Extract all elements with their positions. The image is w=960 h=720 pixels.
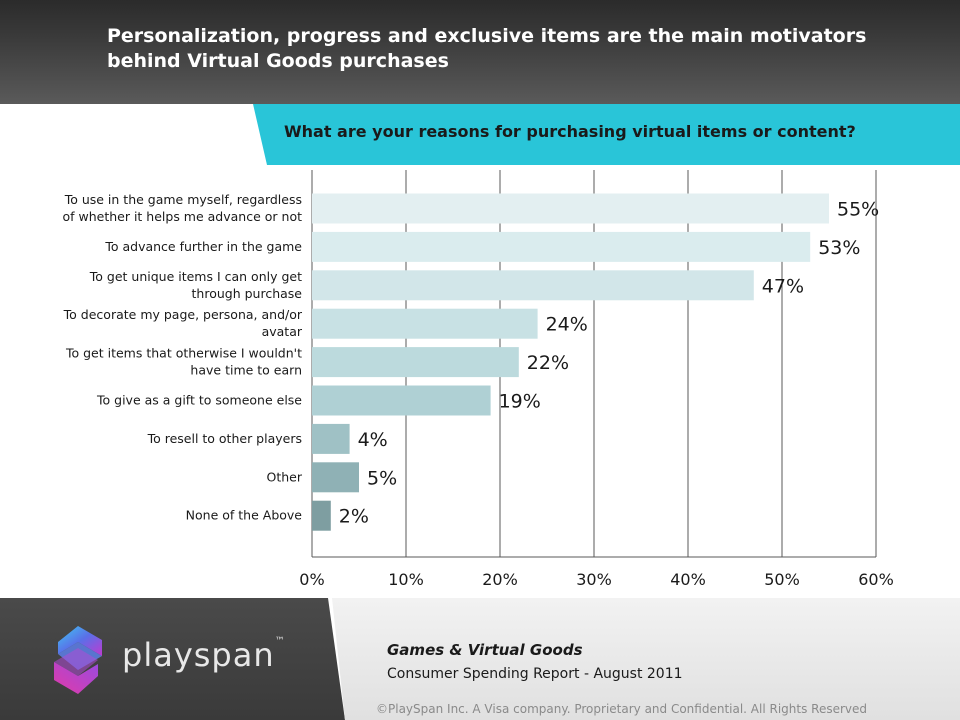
data-label: 53% [818,237,860,259]
category-label: Other [267,469,303,484]
bar [312,385,491,416]
category-label: avatar [262,324,303,339]
bar-chart: 55% To use in the game myself, regardless… [62,170,894,589]
data-label: 4% [358,429,388,451]
playspan-logo-icon [54,626,102,694]
data-label: 19% [499,391,541,413]
category-label: To give as a gift to someone else [96,393,302,408]
bar [312,347,519,378]
x-tick-label: 0% [299,570,324,589]
report-title: Games & Virtual Goods [387,641,583,659]
category-label: To advance further in the game [104,239,302,254]
category-label: To get unique items I can only get [89,269,302,284]
category-label: of whether it helps me advance or not [62,209,302,224]
question-band [253,104,960,165]
data-label: 55% [837,199,879,221]
bar [312,423,350,454]
x-tick-label: 60% [858,570,894,589]
data-label: 47% [762,275,804,297]
x-tick-label: 40% [670,570,706,589]
bar [312,308,538,339]
report-subtitle: Consumer Spending Report - August 2011 [387,666,683,682]
logo-text: playspan [122,636,275,674]
x-tick-label: 30% [576,570,612,589]
data-label: 22% [527,352,569,374]
bar [312,462,359,493]
category-label: through purchase [192,286,303,301]
category-label: To decorate my page, persona, and/or [63,307,303,322]
footer-dark-band [0,598,345,720]
bar [312,231,811,262]
bar [312,500,331,531]
bar [312,270,754,301]
category-label: To resell to other players [147,431,302,446]
x-tick-label: 10% [388,570,424,589]
bar [312,193,829,224]
data-label: 24% [546,314,588,336]
category-label: have time to earn [190,363,302,378]
x-tick-label: 20% [482,570,518,589]
logo-trademark: ™ [274,636,286,647]
data-label: 2% [339,506,369,528]
x-tick-label: 50% [764,570,800,589]
category-label: None of the Above [186,508,303,523]
slide-title: Personalization, progress and exclusive … [107,25,867,72]
category-label: To use in the game myself, regardless [64,192,302,207]
survey-question: What are your reasons for purchasing vir… [284,122,856,141]
data-label: 5% [367,467,397,489]
header-band [0,0,960,104]
copyright-notice: ©PlaySpan Inc. A Visa company. Proprieta… [376,702,868,716]
logo-wordmark: playspan™ [122,636,286,674]
footer-light-band [332,598,960,720]
category-label: To get items that otherwise I wouldn't [65,346,302,361]
